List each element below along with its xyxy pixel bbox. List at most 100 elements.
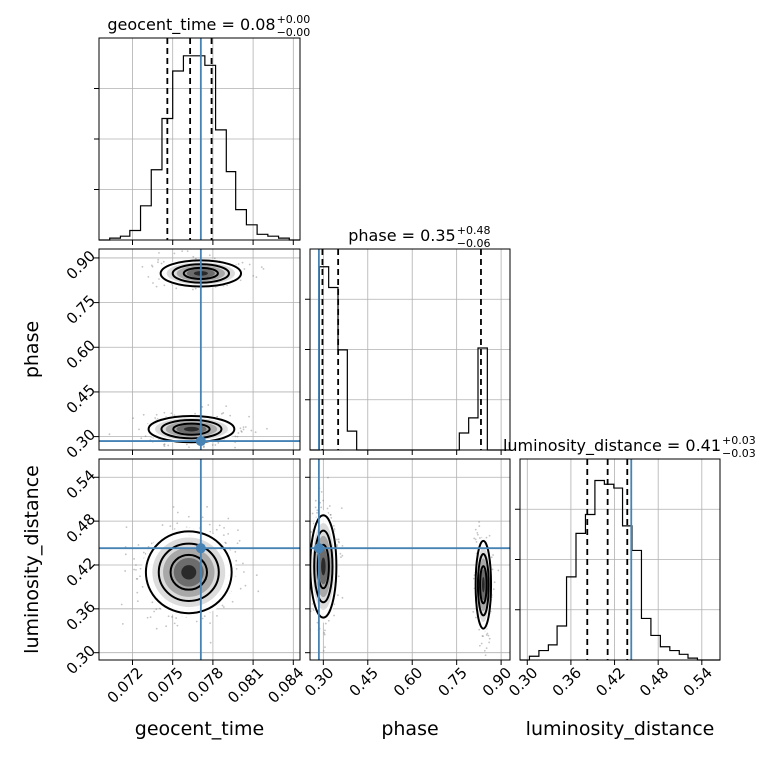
title-text: phase = 0.35: [348, 226, 455, 245]
sample-point: [125, 526, 128, 529]
scatter-panel-geocent_time-luminosity_distance: [94, 458, 301, 665]
tick-label-y-luminosity_distance: 0.30: [63, 642, 99, 678]
tick-label-x-geocent_time: 0.081: [224, 664, 267, 707]
sample-point: [152, 282, 154, 284]
sample-point: [203, 615, 206, 618]
sample-point: [227, 517, 230, 520]
sample-point: [144, 435, 147, 438]
panel-content: [99, 459, 300, 660]
sample-point: [209, 641, 212, 644]
sample-point: [324, 646, 326, 649]
sample-point: [160, 262, 163, 265]
sample-point: [229, 414, 232, 417]
sample-point: [488, 637, 491, 640]
sample-point: [163, 443, 166, 446]
sample-point: [303, 527, 305, 529]
sample-point: [176, 511, 179, 514]
tick-label-x-geocent_time: 0.075: [144, 664, 187, 707]
tick-label-x-luminosity_distance: 0.54: [680, 664, 716, 700]
sample-point: [336, 538, 338, 541]
sample-point: [146, 616, 149, 619]
sample-point: [188, 446, 190, 449]
sample-point: [235, 567, 238, 570]
tick-label-y-phase: 0.30: [63, 425, 99, 461]
sample-point: [155, 608, 158, 611]
sample-point: [257, 590, 260, 593]
tick-label-x-phase: 0.30: [301, 664, 337, 700]
sample-point: [482, 635, 485, 638]
sample-point: [175, 617, 178, 619]
sample-point: [316, 621, 319, 624]
sample-point: [243, 571, 245, 573]
tick-label-x-geocent_time: 0.084: [264, 664, 307, 707]
panel-title-phase: phase = 0.35 +0.48−0.06: [348, 224, 490, 250]
sample-point: [490, 556, 493, 559]
sample-point: [341, 544, 344, 547]
sample-point: [314, 499, 317, 502]
sample-point: [327, 476, 329, 479]
sample-point: [241, 261, 244, 264]
sample-point: [320, 490, 323, 493]
sample-point: [237, 432, 240, 434]
x-axis-label-phase: phase: [381, 718, 438, 740]
density-level: [183, 426, 199, 432]
sample-point: [486, 632, 489, 635]
sample-point: [237, 529, 239, 532]
density-level: [181, 565, 197, 580]
sample-point: [149, 616, 152, 619]
sample-point: [222, 606, 225, 608]
sample-point: [329, 514, 332, 516]
sample-point: [139, 575, 141, 578]
sample-point: [209, 622, 211, 625]
sample-point: [138, 428, 140, 431]
sample-point: [252, 274, 255, 277]
sample-point: [474, 538, 477, 541]
sample-point: [124, 553, 127, 556]
sample-point: [323, 632, 326, 634]
sample-point: [211, 444, 214, 446]
sample-point: [208, 254, 211, 257]
sample-point: [217, 441, 220, 444]
sample-point: [497, 569, 500, 572]
sample-point: [194, 412, 196, 415]
sample-point: [333, 614, 335, 617]
sample-point: [330, 516, 333, 519]
hist-panel-luminosity_distance: luminosity_distance = 0.41 +0.03−0.03: [503, 434, 756, 665]
sample-point: [472, 577, 475, 580]
sample-point: [147, 275, 150, 278]
sample-point: [337, 594, 339, 597]
contour-line: [479, 565, 488, 605]
sample-point: [308, 516, 310, 518]
sample-point: [157, 258, 160, 261]
sample-point: [175, 287, 178, 290]
y-axis-label-phase: phase: [21, 321, 43, 378]
sample-point: [163, 443, 165, 446]
contour-line: [316, 543, 330, 590]
sample-point: [120, 603, 123, 606]
sample-point: [153, 610, 156, 613]
contour-line: [160, 418, 223, 440]
sample-point: [187, 515, 190, 518]
sample-point: [329, 513, 332, 516]
sample-point: [136, 591, 139, 594]
sample-point: [222, 534, 225, 536]
tick-label-y-phase: 0.60: [63, 336, 99, 372]
sample-point: [221, 604, 224, 607]
sample-point: [220, 412, 223, 415]
sample-point: [181, 250, 184, 253]
sample-point: [132, 417, 135, 420]
tick-label-x-geocent_time: 0.078: [184, 664, 227, 707]
contour-line: [474, 539, 493, 630]
tick-label-y-luminosity_distance: 0.42: [63, 554, 99, 590]
contour-line: [147, 415, 236, 444]
sample-point: [341, 554, 344, 557]
sample-point: [176, 522, 179, 525]
sample-point: [244, 426, 247, 428]
sample-point: [201, 516, 204, 519]
truth-point: [195, 436, 206, 447]
sample-point: [218, 524, 221, 527]
y-axis-label-luminosity_distance: luminosity_distance: [21, 465, 43, 654]
title-lower-error: −0.03: [722, 447, 756, 460]
sample-point: [488, 664, 490, 666]
sample-point: [262, 267, 265, 270]
